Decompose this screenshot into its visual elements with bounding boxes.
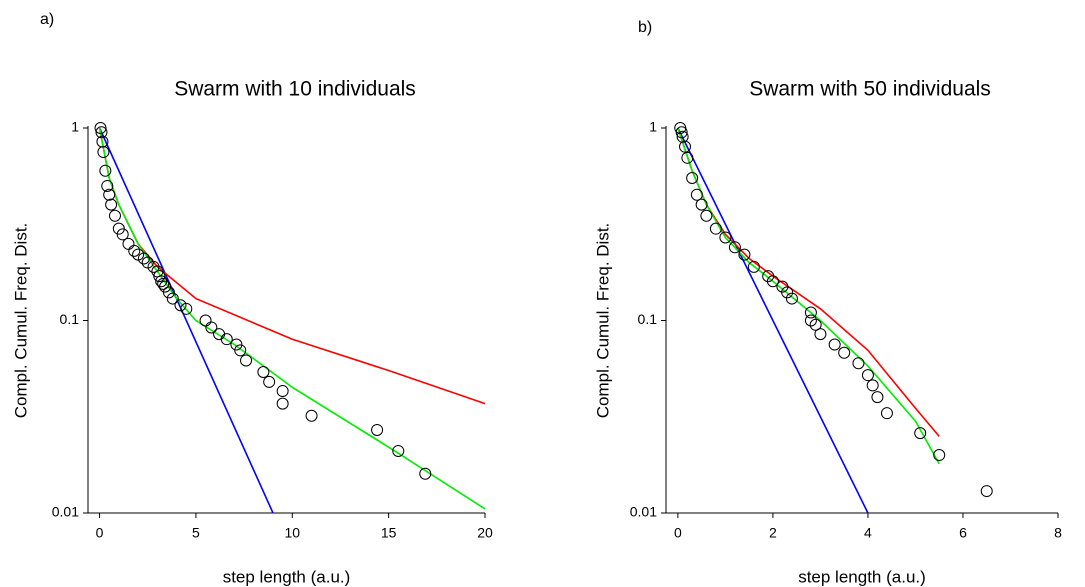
x-axis-label: step length (a.u.) (223, 567, 351, 586)
data-point (828, 338, 841, 351)
data-point (234, 344, 247, 357)
data-point (861, 369, 874, 382)
fit-line (677, 127, 940, 465)
data-point (199, 314, 212, 327)
data-point (108, 209, 121, 222)
y-tick-label: 0.1 (60, 311, 80, 327)
data-point (116, 228, 129, 241)
data-point (686, 171, 699, 184)
data-point (257, 366, 270, 379)
x-tick-label: 4 (864, 525, 872, 541)
data-point (157, 277, 170, 290)
data-point (933, 449, 946, 462)
y-tick-label: 0.01 (630, 504, 657, 520)
data-point (785, 292, 798, 305)
data-point (101, 179, 114, 192)
data-point (174, 299, 187, 312)
y-axis-label: Compl. Cumul. Freq. Dist. (11, 223, 30, 419)
data-point (132, 248, 145, 261)
data-point (147, 260, 160, 273)
x-tick-label: 8 (1054, 525, 1062, 541)
data-point (695, 198, 708, 211)
data-point (122, 237, 135, 250)
data-point (871, 391, 884, 404)
data-point (205, 321, 218, 334)
data-point (166, 292, 179, 305)
data-point (676, 130, 689, 143)
data-point (103, 188, 116, 201)
panel-label: b) (638, 19, 652, 36)
data-point (128, 244, 141, 257)
x-tick-label: 20 (477, 525, 493, 541)
data-point (153, 270, 166, 283)
data-point (99, 164, 112, 177)
data-point (781, 286, 794, 299)
data-point (419, 467, 432, 480)
data-point (738, 248, 751, 261)
x-tick-label: 0 (96, 525, 104, 541)
y-tick-label: 0.01 (52, 504, 79, 520)
data-point (305, 409, 318, 422)
data-point (95, 126, 108, 139)
data-point (914, 427, 927, 440)
data-point (709, 222, 722, 235)
data-point (690, 188, 703, 201)
data-point (700, 209, 713, 222)
data-point (804, 314, 817, 327)
chart-title: Swarm with 10 individuals (174, 78, 416, 101)
data-point (371, 423, 384, 436)
y-tick-label: 1 (71, 119, 79, 135)
fit-line (677, 127, 869, 514)
data-point (180, 302, 193, 315)
data-point (162, 286, 175, 299)
data-point (852, 357, 865, 370)
data-point (719, 231, 732, 244)
data-point (838, 346, 851, 359)
data-point (747, 260, 760, 273)
x-tick-label: 10 (284, 525, 300, 541)
data-point (240, 354, 253, 367)
x-tick-label: 15 (381, 525, 397, 541)
data-point (276, 397, 289, 410)
fit-line (98, 127, 274, 514)
data-point (880, 407, 893, 420)
data-point (766, 275, 779, 288)
data-point (814, 328, 827, 341)
data-point (675, 126, 688, 139)
data-point (220, 333, 233, 346)
y-tick-label: 1 (649, 119, 657, 135)
x-tick-label: 2 (769, 525, 777, 541)
x-axis-label: step length (a.u.) (798, 567, 926, 586)
chart-title: Swarm with 50 individuals (749, 78, 991, 101)
data-point (681, 151, 694, 164)
data-point (728, 241, 741, 254)
y-tick-label: 0.1 (638, 311, 658, 327)
data-point (804, 306, 817, 319)
data-point (263, 375, 276, 388)
data-point (392, 444, 405, 457)
fit-line (677, 127, 940, 437)
data-point (679, 140, 692, 153)
data-point (94, 122, 107, 134)
panel-label: a) (40, 11, 54, 28)
y-axis-label: Compl. Cumul. Freq. Dist. (593, 223, 612, 419)
x-tick-label: 0 (674, 525, 682, 541)
x-tick-label: 6 (959, 525, 967, 541)
data-point (866, 379, 879, 392)
x-tick-label: 5 (192, 525, 200, 541)
data-point (97, 146, 110, 159)
data-point (105, 198, 118, 211)
data-point (980, 485, 993, 498)
data-point (137, 252, 150, 265)
data-point (276, 385, 289, 398)
data-point (809, 318, 822, 331)
fit-line (98, 127, 486, 510)
